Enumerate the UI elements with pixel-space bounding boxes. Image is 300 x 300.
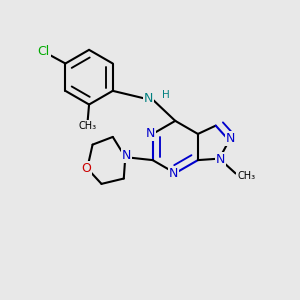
Text: N: N	[146, 127, 155, 140]
Text: CH₃: CH₃	[237, 172, 255, 182]
Text: O: O	[81, 162, 91, 175]
Text: N: N	[169, 167, 178, 180]
Text: N: N	[216, 153, 225, 166]
Text: H: H	[162, 90, 169, 100]
Text: N: N	[226, 132, 236, 145]
Text: N: N	[144, 92, 153, 105]
Text: CH₃: CH₃	[79, 121, 97, 131]
Text: Cl: Cl	[38, 44, 50, 58]
Text: N: N	[122, 149, 131, 162]
